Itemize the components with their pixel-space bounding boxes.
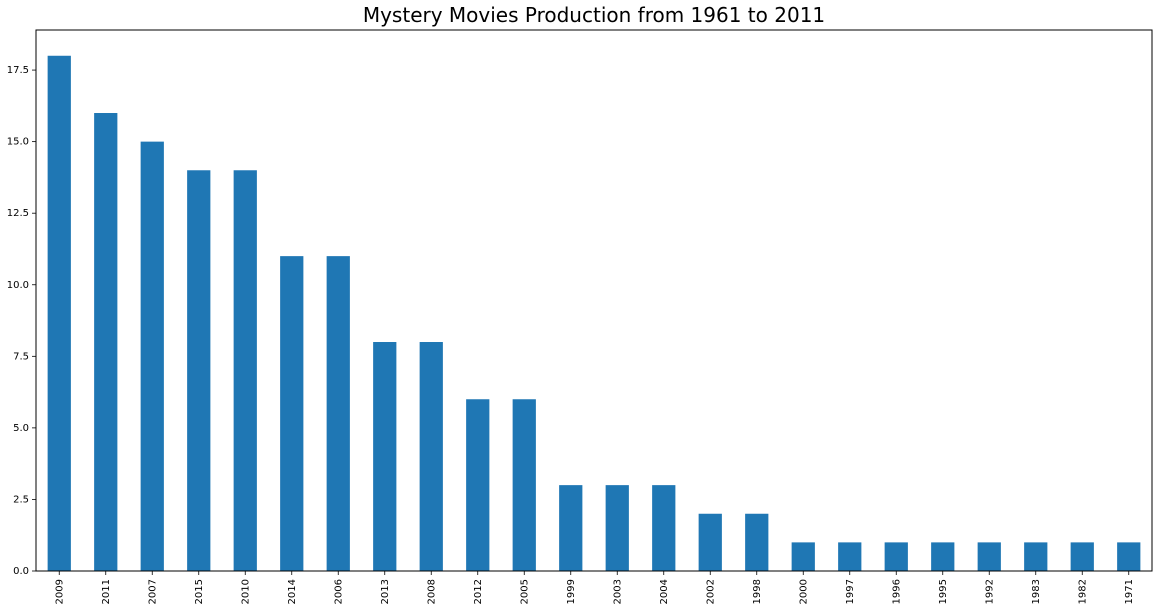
bar-2002 — [698, 513, 722, 571]
bar-2007 — [140, 141, 164, 571]
x-tick-label: 1998 — [752, 579, 763, 604]
y-tick-label: 2.5 — [13, 494, 29, 505]
bar-2009 — [47, 55, 71, 571]
bar-1996 — [884, 542, 908, 571]
bar-2012 — [466, 399, 490, 571]
bars-layer — [47, 55, 1141, 571]
x-tick-label: 1997 — [845, 579, 856, 604]
x-tick-label: 2015 — [194, 579, 205, 604]
x-tick-label: 2011 — [101, 579, 112, 604]
x-tick-label: 2010 — [240, 579, 251, 604]
y-tick-label: 0.0 — [13, 566, 29, 577]
x-tick-label: 2012 — [473, 579, 484, 604]
x-tick-label: 2008 — [426, 579, 437, 604]
bar-1982 — [1070, 542, 1094, 571]
bar-2005 — [512, 399, 536, 571]
bar-2013 — [373, 342, 397, 571]
x-tick-label: 1996 — [891, 579, 902, 604]
y-tick-label: 10.0 — [7, 280, 29, 291]
plot-frame — [35, 29, 1153, 572]
bar-2006 — [326, 256, 350, 571]
x-tick-label: 1999 — [566, 579, 577, 604]
x-tick-label: 1971 — [1124, 579, 1135, 604]
bar-2004 — [652, 485, 676, 571]
x-tick-label: 2009 — [54, 579, 65, 604]
x-tick-label: 1992 — [984, 579, 995, 604]
bar-2010 — [233, 170, 257, 571]
x-tick-label: 2005 — [519, 579, 530, 604]
bar-1983 — [1024, 542, 1048, 571]
bar-2000 — [791, 542, 815, 571]
y-axis: 0.0 2.5 5.0 7.5 10.0 12.5 15.0 17.5 — [7, 65, 36, 577]
bar-2003 — [605, 485, 629, 571]
x-tick-label: 1983 — [1031, 579, 1042, 604]
chart-title: Mystery Movies Production from 1961 to 2… — [363, 3, 825, 27]
bar-1992 — [977, 542, 1001, 571]
bar-1999 — [559, 485, 583, 571]
bar-2008 — [419, 342, 443, 571]
bar-2011 — [94, 113, 118, 571]
x-tick-label: 2000 — [798, 579, 809, 604]
x-tick-label: 1995 — [938, 579, 949, 604]
x-tick-label: 2003 — [612, 579, 623, 604]
y-tick-label: 7.5 — [13, 351, 29, 362]
bar-1997 — [838, 542, 862, 571]
y-tick-label: 12.5 — [7, 208, 29, 219]
y-tick-label: 15.0 — [7, 137, 29, 148]
x-tick-label: 2013 — [380, 579, 391, 604]
bar-1998 — [745, 513, 769, 571]
x-tick-label: 2002 — [705, 579, 716, 604]
y-tick-label: 5.0 — [13, 423, 29, 434]
x-tick-label: 2007 — [147, 579, 158, 604]
x-tick-label: 2014 — [287, 579, 298, 604]
x-tick-label: 1982 — [1077, 579, 1088, 604]
bar-2015 — [187, 170, 211, 571]
x-tick-label: 2004 — [659, 579, 670, 604]
x-tick-label: 2006 — [333, 579, 344, 604]
bar-1995 — [931, 542, 955, 571]
bar-2014 — [280, 256, 304, 571]
x-axis: 2009 2011 2007 2015 2010 2014 2006 2013 2008 2012… — [54, 571, 1135, 604]
bar-1971 — [1117, 542, 1141, 571]
y-tick-label: 17.5 — [7, 65, 29, 76]
